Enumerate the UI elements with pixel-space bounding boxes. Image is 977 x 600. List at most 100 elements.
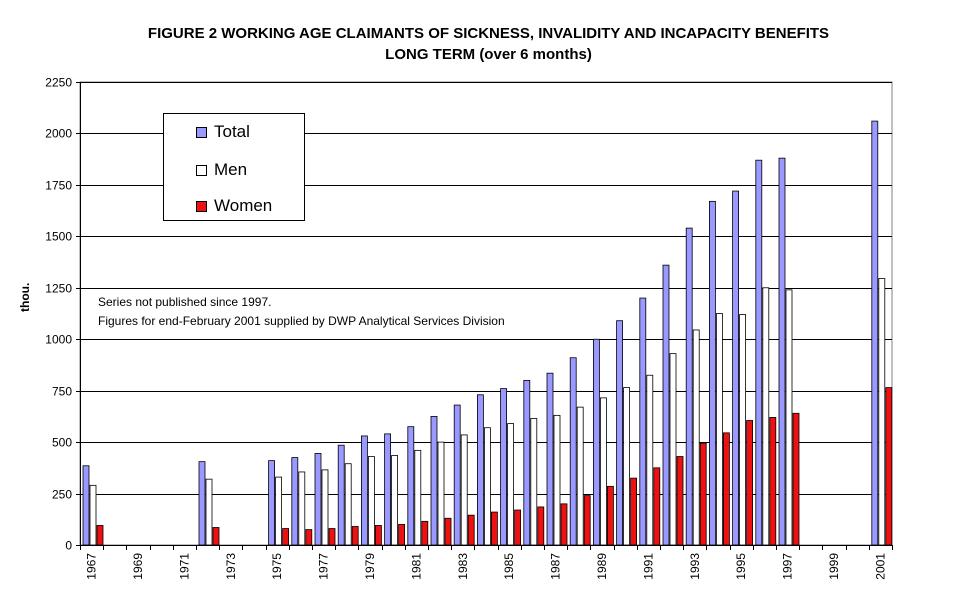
bar-total-1979 xyxy=(360,435,368,546)
y-tick-label: 750 xyxy=(52,385,72,399)
bar-men-1972 xyxy=(205,478,213,546)
legend: Total Men Women xyxy=(163,113,305,221)
x-tick-label-1987: 1987 xyxy=(549,553,563,580)
bar-women-1978 xyxy=(351,526,359,546)
bar-total-1997 xyxy=(778,157,786,546)
legend-label-women: Women xyxy=(214,196,273,215)
y-axis-label: thou. xyxy=(18,282,32,312)
x-tick-label-1989: 1989 xyxy=(595,553,609,580)
bar-women-1989 xyxy=(607,485,614,546)
legend-swatch-women xyxy=(196,200,207,212)
x-tick-label-1995: 1995 xyxy=(734,553,748,580)
y-tick-label: 2000 xyxy=(45,127,72,141)
bar-total-1986 xyxy=(523,379,531,546)
legend-swatch-total xyxy=(196,126,207,138)
bar-total-1994 xyxy=(709,200,716,546)
legend-item-women: Women xyxy=(196,196,272,216)
bar-women-2001 xyxy=(885,387,893,546)
bar-men-1993 xyxy=(692,329,700,546)
bar-men-1979 xyxy=(367,456,375,546)
x-tick-label-1997: 1997 xyxy=(781,553,795,580)
x-tick-label-1977: 1977 xyxy=(317,553,331,580)
bar-men-1994 xyxy=(716,313,723,546)
bar-total-1984 xyxy=(476,394,484,546)
x-tick-label-1981: 1981 xyxy=(409,553,423,580)
y-tick-label: 1750 xyxy=(45,179,72,193)
bar-total-1972 xyxy=(198,461,206,546)
bar-women-1992 xyxy=(676,456,684,546)
bar-women-1991 xyxy=(653,467,661,546)
bar-men-1988 xyxy=(576,406,584,546)
bar-women-1980 xyxy=(398,524,406,546)
x-tick-label-1975: 1975 xyxy=(270,553,284,580)
bar-women-1997 xyxy=(792,412,800,546)
x-tick-label-1999: 1999 xyxy=(827,553,841,580)
bar-women-1975 xyxy=(282,528,290,546)
legend-label-men: Men xyxy=(214,160,248,179)
bar-men-1981 xyxy=(414,449,422,546)
x-tick-label-1993: 1993 xyxy=(688,553,702,580)
bar-women-1986 xyxy=(537,506,545,546)
y-tick-label: 1500 xyxy=(45,230,72,244)
bar-total-1977 xyxy=(314,453,322,546)
bar-total-1990 xyxy=(616,320,623,546)
bar-men-1975 xyxy=(275,476,283,546)
bar-men-1991 xyxy=(646,374,654,546)
chart-title: FIGURE 2 WORKING AGE CLAIMANTS OF SICKNE… xyxy=(147,25,830,42)
bar-men-1976 xyxy=(298,471,306,546)
bar-women-1982 xyxy=(444,517,452,546)
bar-total-1975 xyxy=(268,460,276,546)
bar-total-1983 xyxy=(453,404,461,546)
bar-total-1978 xyxy=(337,444,345,546)
bar-women-1972 xyxy=(212,527,220,546)
bar-men-1996 xyxy=(762,287,770,546)
y-tick-label: 2250 xyxy=(45,76,72,90)
note-series-not-published: Series not published since 1997. xyxy=(98,295,272,309)
bar-women-1990 xyxy=(630,477,637,546)
bar-men-1990 xyxy=(623,387,630,546)
y-tick-label: 1250 xyxy=(45,282,72,296)
bar-men-1985 xyxy=(507,423,515,546)
bar-women-1987 xyxy=(560,503,568,546)
bar-women-1979 xyxy=(374,525,382,546)
chart-subtitle: LONG TERM (over 6 months) xyxy=(385,46,592,63)
bar-total-1991 xyxy=(639,297,647,546)
bar-total-1980 xyxy=(384,433,392,546)
bar-women-1994 xyxy=(723,432,730,546)
note-figures-source: Figures for end-February 2001 supplied b… xyxy=(98,314,505,328)
y-tick-label: 250 xyxy=(52,488,72,502)
bar-men-1987 xyxy=(553,414,561,546)
bar-men-1984 xyxy=(483,427,491,546)
bar-men-1983 xyxy=(460,434,468,546)
legend-label-total: Total xyxy=(214,122,250,141)
bar-men-1995 xyxy=(739,314,746,546)
bar-total-1985 xyxy=(500,388,508,546)
bar-women-1985 xyxy=(514,509,521,546)
bar-women-1988 xyxy=(583,495,591,546)
bar-total-1996 xyxy=(755,159,763,546)
bar-men-1982 xyxy=(437,441,445,546)
bar-women-1995 xyxy=(746,420,753,546)
x-tick-label-1985: 1985 xyxy=(502,553,516,580)
bar-total-1988 xyxy=(569,357,577,546)
bar-men-1997 xyxy=(785,289,793,546)
bar-women-1976 xyxy=(305,529,313,546)
bar-total-1992 xyxy=(662,264,670,546)
y-tick-label: 500 xyxy=(52,436,72,450)
bar-women-1977 xyxy=(328,528,336,546)
bar-men-1989 xyxy=(600,397,607,546)
bar-men-1986 xyxy=(530,418,538,546)
bar-total-1982 xyxy=(430,415,438,546)
x-tick-label-1971: 1971 xyxy=(177,553,191,580)
bar-total-1993 xyxy=(685,227,693,546)
legend-item-men: Men xyxy=(196,160,247,180)
legend-item-total: Total xyxy=(196,122,250,142)
bar-total-1987 xyxy=(546,372,554,546)
x-tick-label-1973: 1973 xyxy=(224,553,238,580)
x-tick-label-1979: 1979 xyxy=(363,553,377,580)
bar-total-1976 xyxy=(291,457,299,546)
bar-total-1989 xyxy=(593,338,600,546)
bar-total-2001 xyxy=(871,120,879,546)
x-tick-label-1983: 1983 xyxy=(456,553,470,580)
